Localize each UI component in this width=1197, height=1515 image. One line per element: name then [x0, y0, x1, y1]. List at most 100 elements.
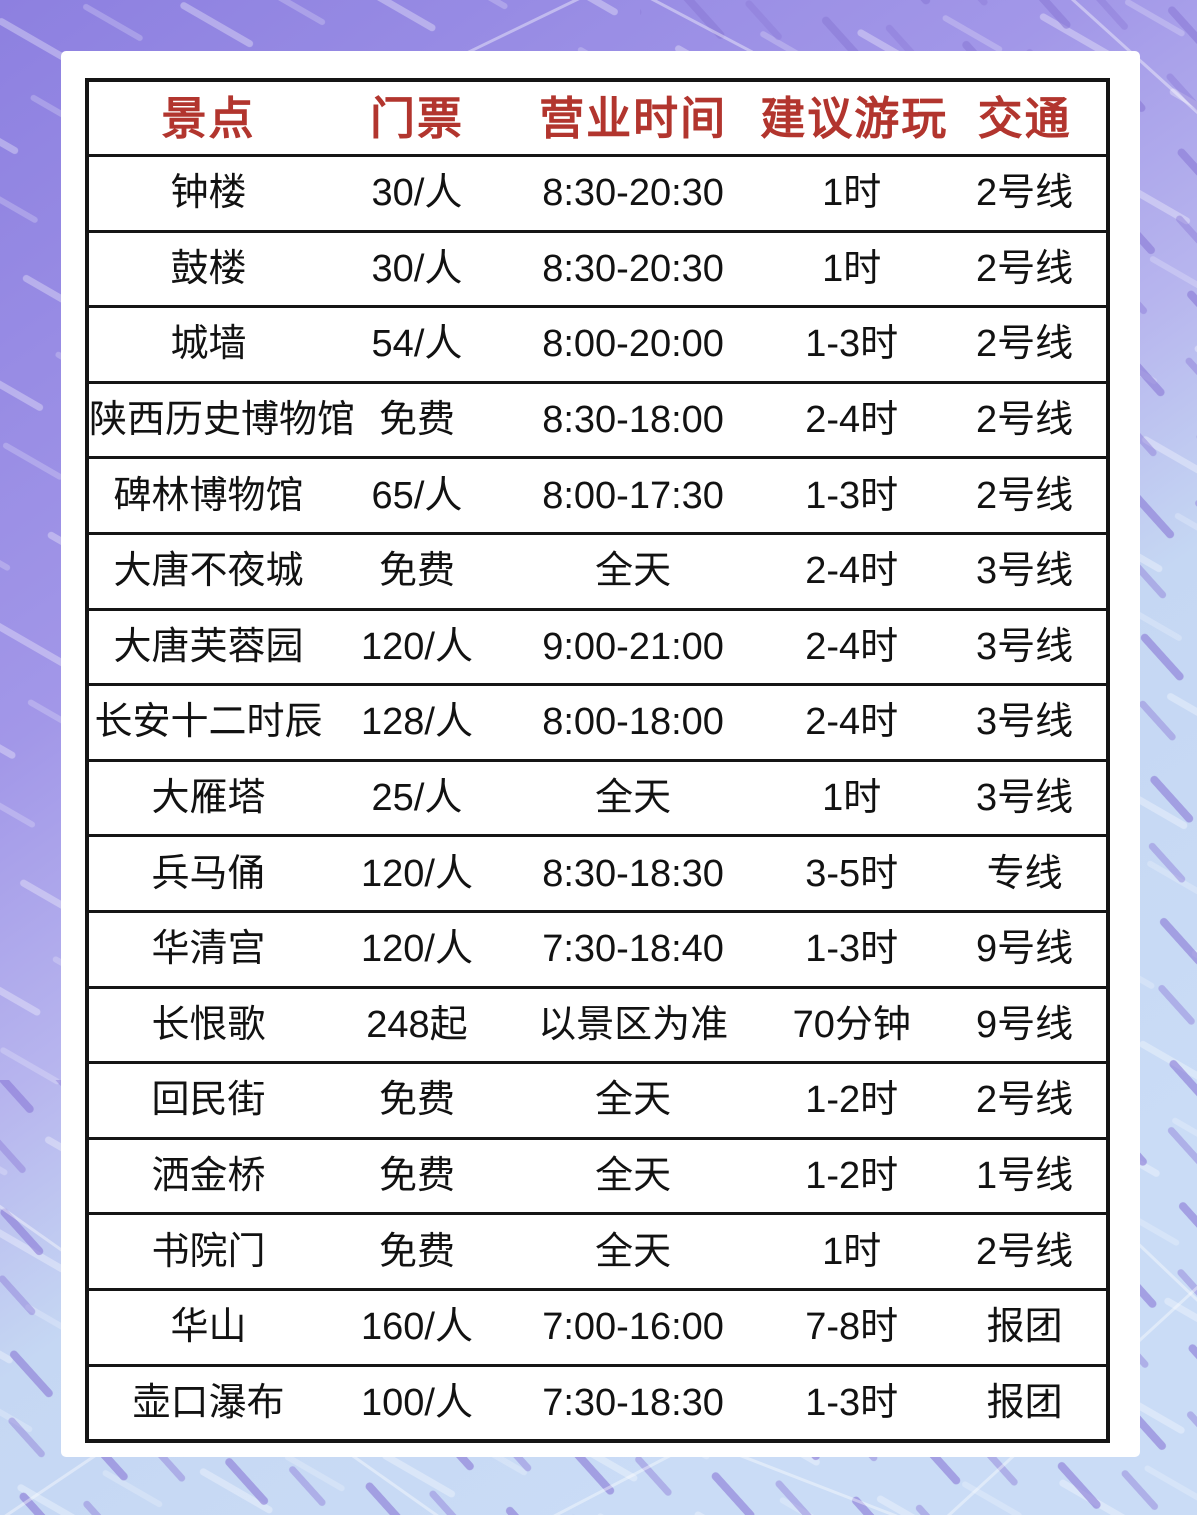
cell-name: 鼓楼 [170, 247, 247, 290]
cell-transport: 9号线 [976, 1003, 1074, 1046]
cell-hours: 8:30-18:30 [542, 852, 724, 895]
cell-duration: 1-3时 [805, 474, 899, 517]
column-header-hours: 营业时间 [539, 92, 728, 144]
table-row: 大唐不夜城 免费 全天 2-4时 3号线 [89, 531, 1106, 608]
cell-transport: 2号线 [976, 399, 1074, 442]
cell-hours: 8:30-20:30 [542, 247, 724, 290]
cell-ticket: 100/人 [360, 1381, 473, 1424]
cell-ticket: 免费 [378, 399, 455, 442]
cell-hours: 9:00-21:00 [542, 625, 724, 668]
cell-transport: 2号线 [976, 1079, 1074, 1122]
cell-hours: 7:00-16:00 [542, 1306, 724, 1349]
cell-ticket: 54/人 [371, 323, 463, 366]
table-row: 回民街 免费 全天 1-2时 2号线 [89, 1061, 1106, 1137]
cell-name: 兵马俑 [151, 852, 266, 895]
table-row: 壶口瀑布 100/人 7:30-18:30 1-3时 报团 [89, 1363, 1106, 1440]
cell-transport: 9号线 [976, 928, 1074, 971]
column-header-ticket: 门票 [369, 92, 464, 144]
cell-transport: 报团 [986, 1381, 1063, 1424]
cell-duration: 1时 [822, 247, 882, 290]
cell-name: 碑林博物馆 [113, 474, 304, 517]
table-row: 华山 160/人 7:00-16:00 7-8时 报团 [89, 1287, 1106, 1364]
cell-hours: 全天 [595, 777, 672, 820]
table-row: 陕西历史博物馆 免费 8:30-18:00 2-4时 2号线 [89, 380, 1106, 457]
cell-transport: 2号线 [976, 474, 1074, 517]
table-row: 长安十二时辰 128/人 8:00-18:00 2-4时 3号线 [89, 683, 1106, 759]
cell-duration: 1时 [822, 1230, 882, 1273]
cell-duration: 1-2时 [805, 1155, 899, 1198]
cell-transport: 2号线 [976, 1230, 1074, 1273]
cell-hours: 以景区为准 [538, 1003, 729, 1046]
table-header-row: 景点 门票 营业时间 建议游玩 交通 [89, 82, 1106, 154]
cell-name: 长恨歌 [151, 1003, 266, 1046]
cell-ticket: 免费 [378, 1230, 455, 1273]
cell-ticket: 128/人 [360, 701, 473, 744]
cell-duration: 1时 [822, 172, 882, 215]
cell-duration: 2-4时 [805, 701, 899, 744]
cell-name: 大雁塔 [151, 777, 266, 820]
cell-hours: 全天 [595, 1079, 672, 1122]
cell-hours: 全天 [595, 550, 672, 593]
cell-ticket: 免费 [378, 550, 455, 593]
cell-hours: 8:00-17:30 [542, 474, 724, 517]
cell-ticket: 30/人 [371, 247, 463, 290]
cell-ticket: 免费 [378, 1079, 455, 1122]
cell-name: 书院门 [151, 1230, 266, 1273]
cell-transport: 专线 [986, 852, 1063, 895]
table-row: 书院门 免费 全天 1时 2号线 [89, 1212, 1106, 1288]
cell-transport: 3号线 [976, 550, 1074, 593]
cell-name: 华清宫 [151, 928, 266, 971]
cell-hours: 8:00-20:00 [542, 323, 724, 366]
cell-ticket: 120/人 [360, 852, 473, 895]
table-row: 华清宫 120/人 7:30-18:40 1-3时 9号线 [89, 909, 1106, 986]
cell-duration: 1-3时 [805, 323, 899, 366]
table-row: 大唐芙蓉园 120/人 9:00-21:00 2-4时 3号线 [89, 607, 1106, 684]
cell-hours: 全天 [595, 1230, 672, 1273]
cell-transport: 2号线 [976, 247, 1074, 290]
cell-transport: 2号线 [976, 323, 1074, 366]
cell-duration: 2-4时 [805, 399, 899, 442]
cell-hours: 7:30-18:30 [542, 1381, 724, 1424]
cell-ticket: 120/人 [360, 625, 473, 668]
table-row: 鼓楼 30/人 8:30-20:30 1时 2号线 [89, 229, 1106, 306]
cell-duration: 2-4时 [805, 550, 899, 593]
cell-duration: 1-3时 [805, 1381, 899, 1424]
table-card: 景点 门票 营业时间 建议游玩 交通 钟楼 30/人 8:30-20:30 1时 2号线… [61, 51, 1140, 1457]
cell-name: 钟楼 [170, 172, 247, 215]
cell-name: 大唐不夜城 [113, 550, 304, 593]
column-header-name: 景点 [161, 92, 256, 144]
cell-name: 洒金桥 [151, 1155, 266, 1198]
cell-ticket: 160/人 [360, 1306, 473, 1349]
cell-ticket: 248起 [366, 1003, 468, 1046]
cell-ticket: 25/人 [371, 777, 463, 820]
table-row: 城墙 54/人 8:00-20:00 1-3时 2号线 [89, 305, 1106, 381]
cell-ticket: 30/人 [371, 172, 463, 215]
cell-ticket: 120/人 [360, 928, 473, 971]
cell-duration: 7-8时 [805, 1306, 899, 1349]
cell-transport: 3号线 [976, 777, 1074, 820]
cell-transport: 报团 [986, 1306, 1063, 1349]
attractions-table: 景点 门票 营业时间 建议游玩 交通 钟楼 30/人 8:30-20:30 1时 2号线… [85, 78, 1110, 1443]
cell-hours: 8:30-18:00 [542, 399, 724, 442]
cell-name: 城墙 [170, 323, 247, 366]
column-header-transport: 交通 [977, 92, 1072, 144]
cell-duration: 1-3时 [805, 928, 899, 971]
cell-transport: 3号线 [976, 625, 1074, 668]
cell-name: 陕西历史博物馆 [89, 399, 356, 442]
cell-name: 壶口瀑布 [132, 1381, 285, 1424]
table-row: 碑林博物馆 65/人 8:00-17:30 1-3时 2号线 [89, 456, 1106, 532]
cell-duration: 1时 [822, 777, 882, 820]
cell-transport: 3号线 [976, 701, 1074, 744]
cell-transport: 2号线 [976, 172, 1074, 215]
cell-name: 大唐芙蓉园 [113, 625, 304, 668]
table-row: 钟楼 30/人 8:30-20:30 1时 2号线 [89, 154, 1106, 230]
cell-hours: 7:30-18:40 [542, 928, 724, 971]
cell-name: 长安十二时辰 [94, 701, 323, 744]
cell-hours: 8:00-18:00 [542, 701, 724, 744]
cell-name: 回民街 [151, 1079, 266, 1122]
cell-ticket: 免费 [378, 1155, 455, 1198]
cell-ticket: 65/人 [371, 474, 463, 517]
table-row: 长恨歌 248起 以景区为准 70分钟 9号线 [89, 985, 1106, 1062]
cell-name: 华山 [170, 1306, 247, 1349]
cell-duration: 70分钟 [792, 1003, 911, 1046]
